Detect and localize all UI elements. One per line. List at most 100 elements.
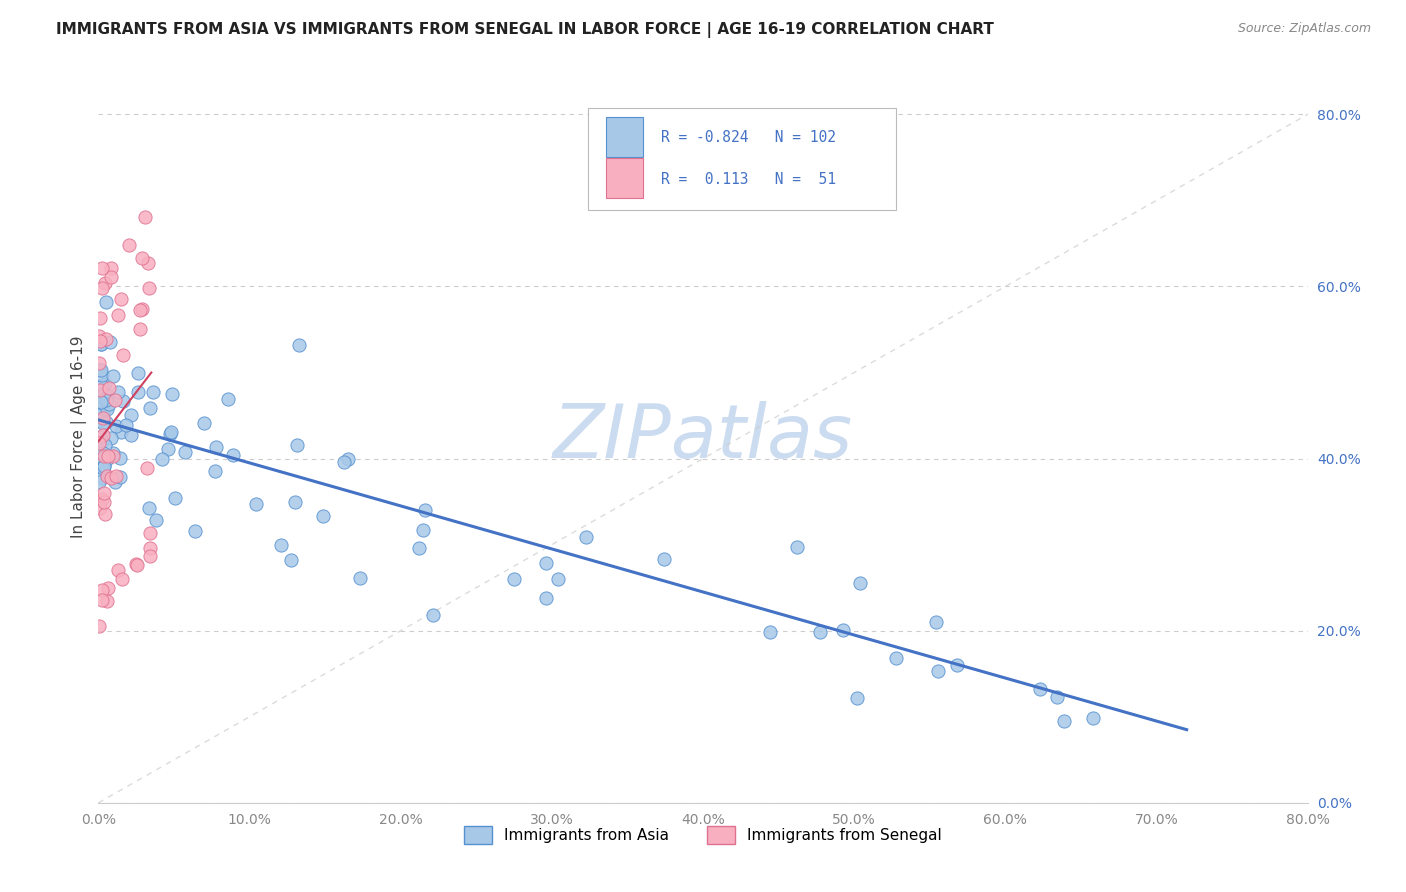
Point (1045, 690, 1067, 705)
Point (87, 475, 110, 489)
Point (808, 625, 831, 640)
Point (103, 392, 125, 407)
Point (96, 468, 118, 483)
Point (89, 310, 111, 325)
Point (89, 363, 111, 377)
Point (413, 503, 436, 517)
Point (110, 292, 132, 306)
Point (104, 475, 127, 489)
Text: R =  0.113   N =  51: R = 0.113 N = 51 (661, 172, 835, 187)
Point (90, 582, 112, 597)
Point (575, 530, 598, 544)
Point (110, 450, 132, 465)
Point (786, 540, 808, 554)
Point (927, 664, 949, 678)
Point (534, 591, 557, 605)
Point (90, 394, 112, 409)
Bar (606, 158, 643, 198)
Y-axis label: In Labor Force | Age 16-19: In Labor Force | Age 16-19 (72, 335, 87, 539)
Point (125, 557, 148, 571)
Point (89, 501, 111, 516)
Point (159, 425, 181, 440)
Point (96, 392, 118, 407)
Point (87, 436, 110, 450)
Point (131, 251, 153, 265)
Point (90, 368, 112, 382)
Point (90, 260, 112, 275)
Point (1083, 711, 1105, 725)
Point (100, 270, 122, 285)
Point (89, 393, 111, 408)
Point (96, 594, 118, 608)
Point (105, 419, 128, 434)
Point (162, 386, 184, 401)
Point (89, 384, 111, 398)
Point (127, 558, 149, 573)
Point (90, 449, 112, 463)
Point (97, 581, 120, 595)
Point (846, 691, 869, 706)
Point (87, 414, 110, 428)
Point (100, 260, 122, 275)
Point (652, 552, 675, 566)
Point (87, 386, 110, 401)
Point (114, 417, 136, 432)
Point (849, 576, 872, 591)
Point (136, 460, 159, 475)
Point (91, 379, 114, 393)
Point (163, 491, 186, 505)
Point (285, 438, 308, 452)
Point (107, 563, 129, 577)
Point (157, 442, 180, 457)
Point (100, 431, 122, 445)
Point (89, 408, 111, 422)
Point (89, 334, 111, 348)
Point (89, 389, 111, 403)
Point (174, 444, 197, 458)
Point (90, 593, 112, 607)
Point (97, 389, 120, 403)
Point (127, 366, 149, 380)
Point (100, 471, 122, 485)
Point (108, 470, 131, 484)
Point (94, 507, 117, 521)
Point (90, 337, 112, 351)
Point (270, 538, 292, 552)
Point (89, 430, 111, 444)
Point (91, 434, 114, 448)
Point (90, 363, 112, 377)
Point (159, 426, 181, 441)
Point (103, 446, 125, 460)
Point (110, 572, 132, 586)
Point (89, 356, 111, 370)
Point (759, 624, 782, 639)
Point (1053, 714, 1076, 728)
Point (104, 468, 127, 483)
Point (128, 302, 150, 317)
Point (97, 449, 120, 463)
Point (107, 308, 129, 322)
Point (94, 295, 117, 310)
Text: ZIPatlas: ZIPatlas (553, 401, 853, 473)
Point (349, 571, 371, 585)
Point (946, 658, 969, 673)
Point (245, 497, 267, 511)
Point (93, 450, 115, 464)
Point (87, 619, 110, 633)
Point (205, 440, 228, 454)
Point (91, 460, 114, 475)
Point (96, 332, 118, 346)
Point (312, 509, 335, 524)
Point (96, 451, 118, 466)
Point (107, 385, 129, 400)
Point (93, 387, 115, 401)
Point (280, 553, 302, 567)
Point (94, 416, 117, 430)
Point (925, 615, 948, 629)
Point (93, 458, 115, 473)
Point (547, 573, 569, 587)
Point (89, 442, 111, 457)
Point (134, 210, 156, 224)
Point (145, 512, 167, 526)
Point (412, 523, 434, 537)
